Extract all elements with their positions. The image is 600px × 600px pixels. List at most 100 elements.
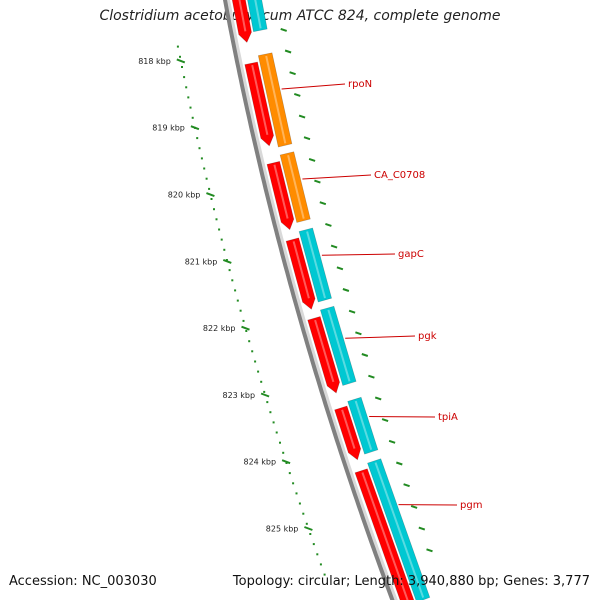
track-dash bbox=[426, 548, 433, 553]
track-dash bbox=[284, 49, 292, 54]
scale-dot bbox=[203, 167, 206, 170]
scale-dot bbox=[263, 390, 266, 393]
gene-leader-rpoN bbox=[281, 83, 346, 90]
scale-label: 821 kbp bbox=[185, 257, 218, 266]
scale-dot bbox=[275, 431, 278, 434]
track-dash bbox=[348, 309, 356, 314]
gene-label-pgk: pgk bbox=[418, 331, 437, 342]
track-partial-top-shape bbox=[247, 0, 268, 33]
scale-dot bbox=[251, 350, 254, 353]
track-dash bbox=[381, 418, 389, 423]
feature-band-pgk-shape bbox=[320, 305, 357, 386]
gene-label-gapC: gapC bbox=[398, 249, 424, 260]
scale-dot bbox=[187, 96, 190, 99]
scale-dot bbox=[279, 441, 281, 444]
scale-dot bbox=[254, 360, 257, 363]
scale-dot bbox=[302, 512, 305, 515]
cds-arrow-gapC-shape bbox=[285, 237, 316, 310]
gene-label-pgm: pgm bbox=[460, 500, 482, 511]
scale-dot bbox=[269, 411, 272, 414]
track-dash bbox=[330, 244, 338, 249]
track-dash bbox=[280, 27, 288, 32]
scale-dot bbox=[185, 86, 188, 89]
feature-band-tpiA-sheen bbox=[354, 400, 373, 451]
cds-arrow-rpoN bbox=[244, 61, 274, 147]
scale-dot bbox=[323, 573, 326, 576]
genome-summary-label: Topology: circular; Length: 3,940,880 bp… bbox=[232, 574, 590, 589]
track-dash bbox=[314, 179, 321, 184]
scale-major-tick bbox=[206, 192, 215, 198]
scale-dot bbox=[208, 187, 211, 190]
track-dash bbox=[374, 396, 382, 401]
cds-arrow-pgk-sheen bbox=[314, 319, 335, 383]
track-dash bbox=[325, 222, 332, 227]
feature-band-tpiA bbox=[347, 396, 379, 455]
scale-track: 818 kbp 819 kbp 820 kbp 821 kbp 822 kbp 823 k… bbox=[138, 45, 326, 576]
scale-dot bbox=[312, 543, 315, 546]
scale-dot bbox=[200, 157, 203, 160]
cds-arrow-tpiA bbox=[334, 405, 362, 461]
feature-band-tpiA-shape bbox=[347, 396, 379, 455]
track-dash bbox=[293, 92, 301, 97]
track-dash bbox=[418, 526, 426, 531]
track-dash bbox=[298, 114, 306, 119]
track-dash bbox=[342, 288, 350, 292]
scale-dot bbox=[316, 553, 319, 556]
feature-band-rpoN-sheen bbox=[265, 55, 287, 144]
track-dash bbox=[289, 71, 296, 76]
gene-label-rpoN: rpoN bbox=[348, 79, 372, 90]
scale-label: 823 kbp bbox=[222, 391, 255, 400]
scale-dot bbox=[245, 330, 248, 332]
track-dash bbox=[368, 374, 375, 379]
scale-label: 822 kbp bbox=[203, 324, 236, 333]
cds-arrow-CA_C0708 bbox=[266, 161, 295, 231]
scale-dot bbox=[260, 380, 263, 383]
feature-band-pgk-sheen bbox=[327, 309, 351, 382]
scale-dot bbox=[189, 106, 192, 109]
scale-dot bbox=[179, 55, 181, 58]
scale-dot bbox=[234, 289, 237, 292]
scale-dot bbox=[198, 147, 201, 150]
cds-arrow-gapC bbox=[285, 237, 316, 310]
scale-dot bbox=[236, 299, 239, 302]
scale-dot bbox=[266, 401, 269, 404]
feature-band-pgm-sheen bbox=[374, 462, 425, 598]
feature-band-pgk bbox=[320, 305, 357, 386]
accession-label: Accession: NC_003030 bbox=[9, 574, 157, 589]
track-dash bbox=[403, 483, 410, 488]
cds-arrow-rpoN-sheen bbox=[251, 64, 269, 136]
gene-label-tpiA: tpiA bbox=[438, 412, 458, 423]
scale-major-tick bbox=[281, 459, 291, 465]
track-dash bbox=[336, 266, 344, 271]
track-dash bbox=[395, 461, 403, 466]
feature-band-rpoN-shape bbox=[257, 52, 293, 148]
feature-band-gapC-sheen bbox=[306, 231, 326, 299]
track-dash bbox=[308, 157, 316, 162]
scale-dot bbox=[225, 259, 228, 261]
track-dash bbox=[319, 201, 327, 206]
cds-arrow-pgk-shape bbox=[307, 316, 340, 394]
feature-band-CA_C0708-shape bbox=[279, 151, 311, 223]
track-dash bbox=[388, 439, 396, 444]
cds-arrow-tpiA-sheen bbox=[341, 409, 356, 449]
scale-label: 820 kbp bbox=[168, 191, 201, 200]
cds-arrow-pgk bbox=[307, 316, 340, 394]
scale-major-tick bbox=[190, 125, 200, 131]
scale-dot bbox=[231, 279, 234, 282]
feature-band-CA_C0708-sheen bbox=[287, 154, 305, 219]
scale-dot bbox=[292, 482, 295, 485]
scale-major-tick bbox=[304, 526, 313, 531]
scale-label: 818 kbp bbox=[138, 57, 171, 66]
gene-leader-tpiA bbox=[369, 416, 436, 418]
feature-band-rpoN bbox=[257, 52, 293, 148]
scale-dot bbox=[272, 421, 275, 424]
scale-label: 825 kbp bbox=[266, 525, 299, 534]
gene-leader-pgk bbox=[345, 335, 416, 339]
track-dash bbox=[361, 353, 369, 357]
scale-dot bbox=[183, 76, 186, 79]
feature-band-gapC bbox=[298, 227, 332, 303]
scale-dot bbox=[295, 492, 298, 495]
cds-partial-top bbox=[231, 0, 252, 43]
